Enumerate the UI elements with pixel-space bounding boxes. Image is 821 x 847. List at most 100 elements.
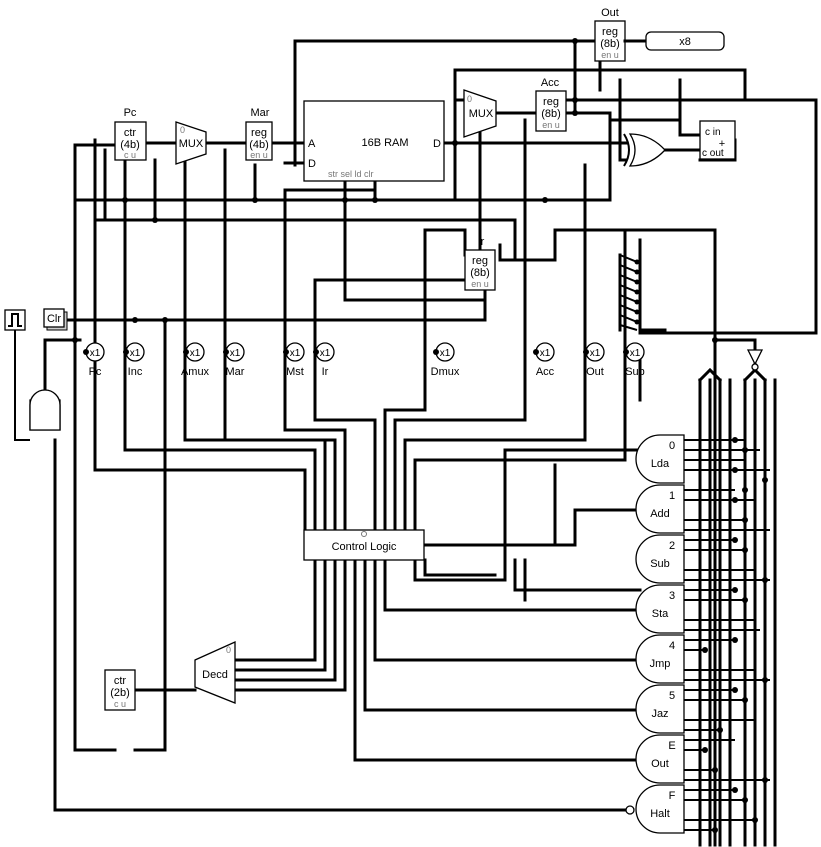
gate-code: 0 (669, 440, 675, 452)
gate-code: 2 (669, 540, 675, 552)
acc-register[interactable]: Acc reg (8b) en u (535, 77, 567, 132)
ram-control-pins: str sel ld clr (328, 169, 374, 179)
gate-sub[interactable]: 2 Sub (635, 534, 685, 584)
probe-value: x1 (630, 348, 641, 359)
probe-label: Ir (322, 366, 329, 378)
probe-sub[interactable]: x1 Sub (623, 342, 645, 378)
probe-label: Out (586, 366, 604, 378)
wires (14, 39, 818, 847)
out-pins: en u (601, 50, 619, 60)
step-counter-width: (2b) (110, 687, 130, 699)
ram-pin-a: A (308, 138, 316, 150)
gate-code: F (669, 790, 676, 802)
gate-label: Jaz (651, 708, 668, 720)
gate-label: Jmp (650, 658, 671, 670)
ram-block[interactable]: 16B RAM A D D str sel ld clr (303, 100, 445, 182)
probe-value: x1 (320, 348, 331, 359)
data-mux-zero: 0 (467, 94, 472, 104)
decoder-zero: 0 (226, 645, 231, 655)
probe-label: Pc (89, 366, 102, 378)
adder[interactable]: c in c out + (699, 120, 736, 160)
out-register[interactable]: Out reg (8b) en u (594, 7, 626, 62)
probe-value: x1 (540, 348, 551, 359)
data-mux[interactable]: 0 MUX (463, 89, 497, 138)
probe-label: Mst (286, 366, 304, 378)
ir-register[interactable]: Ir reg (8b) en u (464, 236, 496, 291)
gate-jmp[interactable]: 4 Jmp (635, 634, 685, 684)
probe-acc[interactable]: x1 Acc (533, 342, 555, 378)
decoder-label: Decd (202, 669, 228, 681)
step-counter-type: ctr (114, 675, 127, 687)
output-display: x8 (645, 31, 725, 51)
probe-pc[interactable]: x1 Pc (83, 342, 105, 378)
gate-label: Add (650, 508, 670, 520)
ir-title: Ir (478, 236, 485, 248)
probe-label: Inc (128, 366, 143, 378)
acc-width: (8b) (541, 108, 561, 120)
mar-title: Mar (251, 107, 270, 119)
mar-type: reg (251, 127, 267, 139)
probe-label: Mar (226, 366, 245, 378)
gate-code: E (668, 740, 675, 752)
ir-type: reg (472, 255, 488, 267)
acc-title: Acc (541, 77, 560, 89)
pc-pins: c u (124, 150, 136, 160)
gate-code: 5 (669, 690, 675, 702)
adder-cout: c out (702, 148, 724, 159)
gate-label: Sta (652, 608, 669, 620)
ram-pin-dout: D (433, 138, 441, 150)
probe-ir[interactable]: x1 Ir (313, 342, 335, 378)
step-counter[interactable]: ctr (2b) c u (104, 669, 136, 711)
acc-type: reg (543, 96, 559, 108)
probe-value: x1 (290, 348, 301, 359)
mar-register[interactable]: Mar reg (4b) en u (245, 107, 273, 161)
mar-width: (4b) (249, 139, 269, 151)
clr-label: Clr (47, 313, 61, 325)
probe-value: x1 (190, 348, 201, 359)
and-gate[interactable] (29, 389, 61, 431)
probe-amux[interactable]: x1 Amux (181, 342, 210, 378)
gate-halt[interactable]: F Halt (625, 784, 685, 834)
probe-mar[interactable]: x1 Mar (223, 342, 245, 378)
pc-width: (4b) (120, 139, 140, 151)
probe-mst[interactable]: x1 Mst (283, 342, 305, 378)
xor-gate[interactable] (623, 133, 666, 167)
inverter[interactable] (746, 349, 764, 371)
address-mux[interactable]: 0 MUX (175, 121, 207, 165)
junction-dots (72, 38, 768, 833)
bit-splitter (618, 253, 640, 332)
gate-code: 4 (669, 640, 675, 652)
gate-code: 1 (669, 490, 675, 502)
probe-value: x1 (90, 348, 101, 359)
out-type: reg (602, 26, 618, 38)
pc-counter[interactable]: Pc ctr (4b) c u (114, 107, 147, 161)
clr-button[interactable]: Clr (43, 308, 68, 331)
probe-out[interactable]: x1 Out (583, 342, 605, 378)
address-mux-label: MUX (179, 138, 204, 150)
gate-lda[interactable]: 0 Lda (635, 434, 685, 484)
gate-add[interactable]: 1 Add (635, 484, 685, 534)
ir-width: (8b) (470, 267, 490, 279)
gate-code: 3 (669, 590, 675, 602)
out-title: Out (601, 7, 619, 19)
probe-layer: x1 Pc x1 Inc x1 Amux x1 Mar x1 Mst x1 Ir x1 Dmux x1 Acc… (83, 342, 645, 378)
gate-out[interactable]: E Out (635, 734, 685, 784)
probe-dmux[interactable]: x1 Dmux (431, 342, 460, 378)
out-width: (8b) (600, 38, 620, 50)
gate-label: Sub (650, 558, 670, 570)
probe-label: Dmux (431, 366, 460, 378)
control-logic-label: Control Logic (332, 541, 397, 553)
probe-value: x1 (230, 348, 241, 359)
step-counter-pins: c u (114, 699, 126, 709)
control-logic[interactable]: Control Logic (303, 529, 425, 561)
probe-label: Acc (536, 366, 555, 378)
probe-inc[interactable]: x1 Inc (123, 342, 145, 378)
adder-plus: + (719, 138, 725, 150)
probe-value: x1 (590, 348, 601, 359)
clock-source[interactable] (4, 309, 26, 331)
decoder[interactable]: 0 Decd (194, 640, 236, 704)
